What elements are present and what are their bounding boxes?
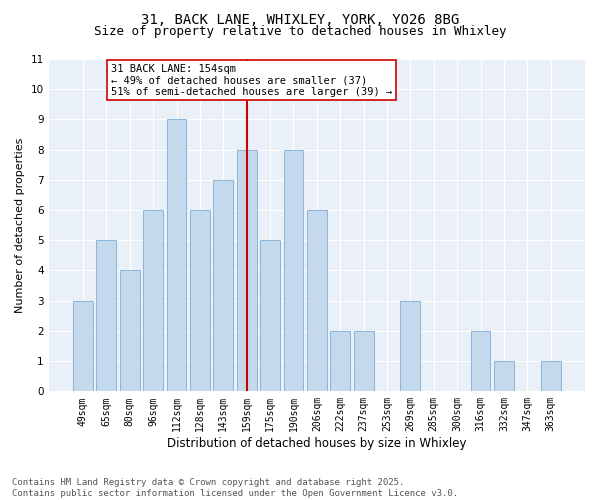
Bar [97,240,116,392]
Bar [214,180,233,392]
Text: 31 BACK LANE: 154sqm
← 49% of detached houses are smaller (37)
51% of semi-detac: 31 BACK LANE: 154sqm ← 49% of detached h… [111,64,392,96]
Text: Contains HM Land Registry data © Crown copyright and database right 2025.
Contai: Contains HM Land Registry data © Crown c… [12,478,458,498]
Bar [494,361,514,392]
Bar [400,300,421,392]
Text: 31, BACK LANE, WHIXLEY, YORK, YO26 8BG: 31, BACK LANE, WHIXLEY, YORK, YO26 8BG [141,12,459,26]
Bar [470,331,490,392]
Bar [143,210,163,392]
X-axis label: Distribution of detached houses by size in Whixley: Distribution of detached houses by size … [167,437,467,450]
Bar [353,331,374,392]
Bar [330,331,350,392]
Bar [541,361,560,392]
Bar [307,210,327,392]
Text: Size of property relative to detached houses in Whixley: Size of property relative to detached ho… [94,25,506,38]
Bar [237,150,257,392]
Y-axis label: Number of detached properties: Number of detached properties [15,138,25,313]
Bar [167,120,187,392]
Bar [190,210,210,392]
Bar [260,240,280,392]
Bar [284,150,304,392]
Bar [120,270,140,392]
Bar [73,300,93,392]
